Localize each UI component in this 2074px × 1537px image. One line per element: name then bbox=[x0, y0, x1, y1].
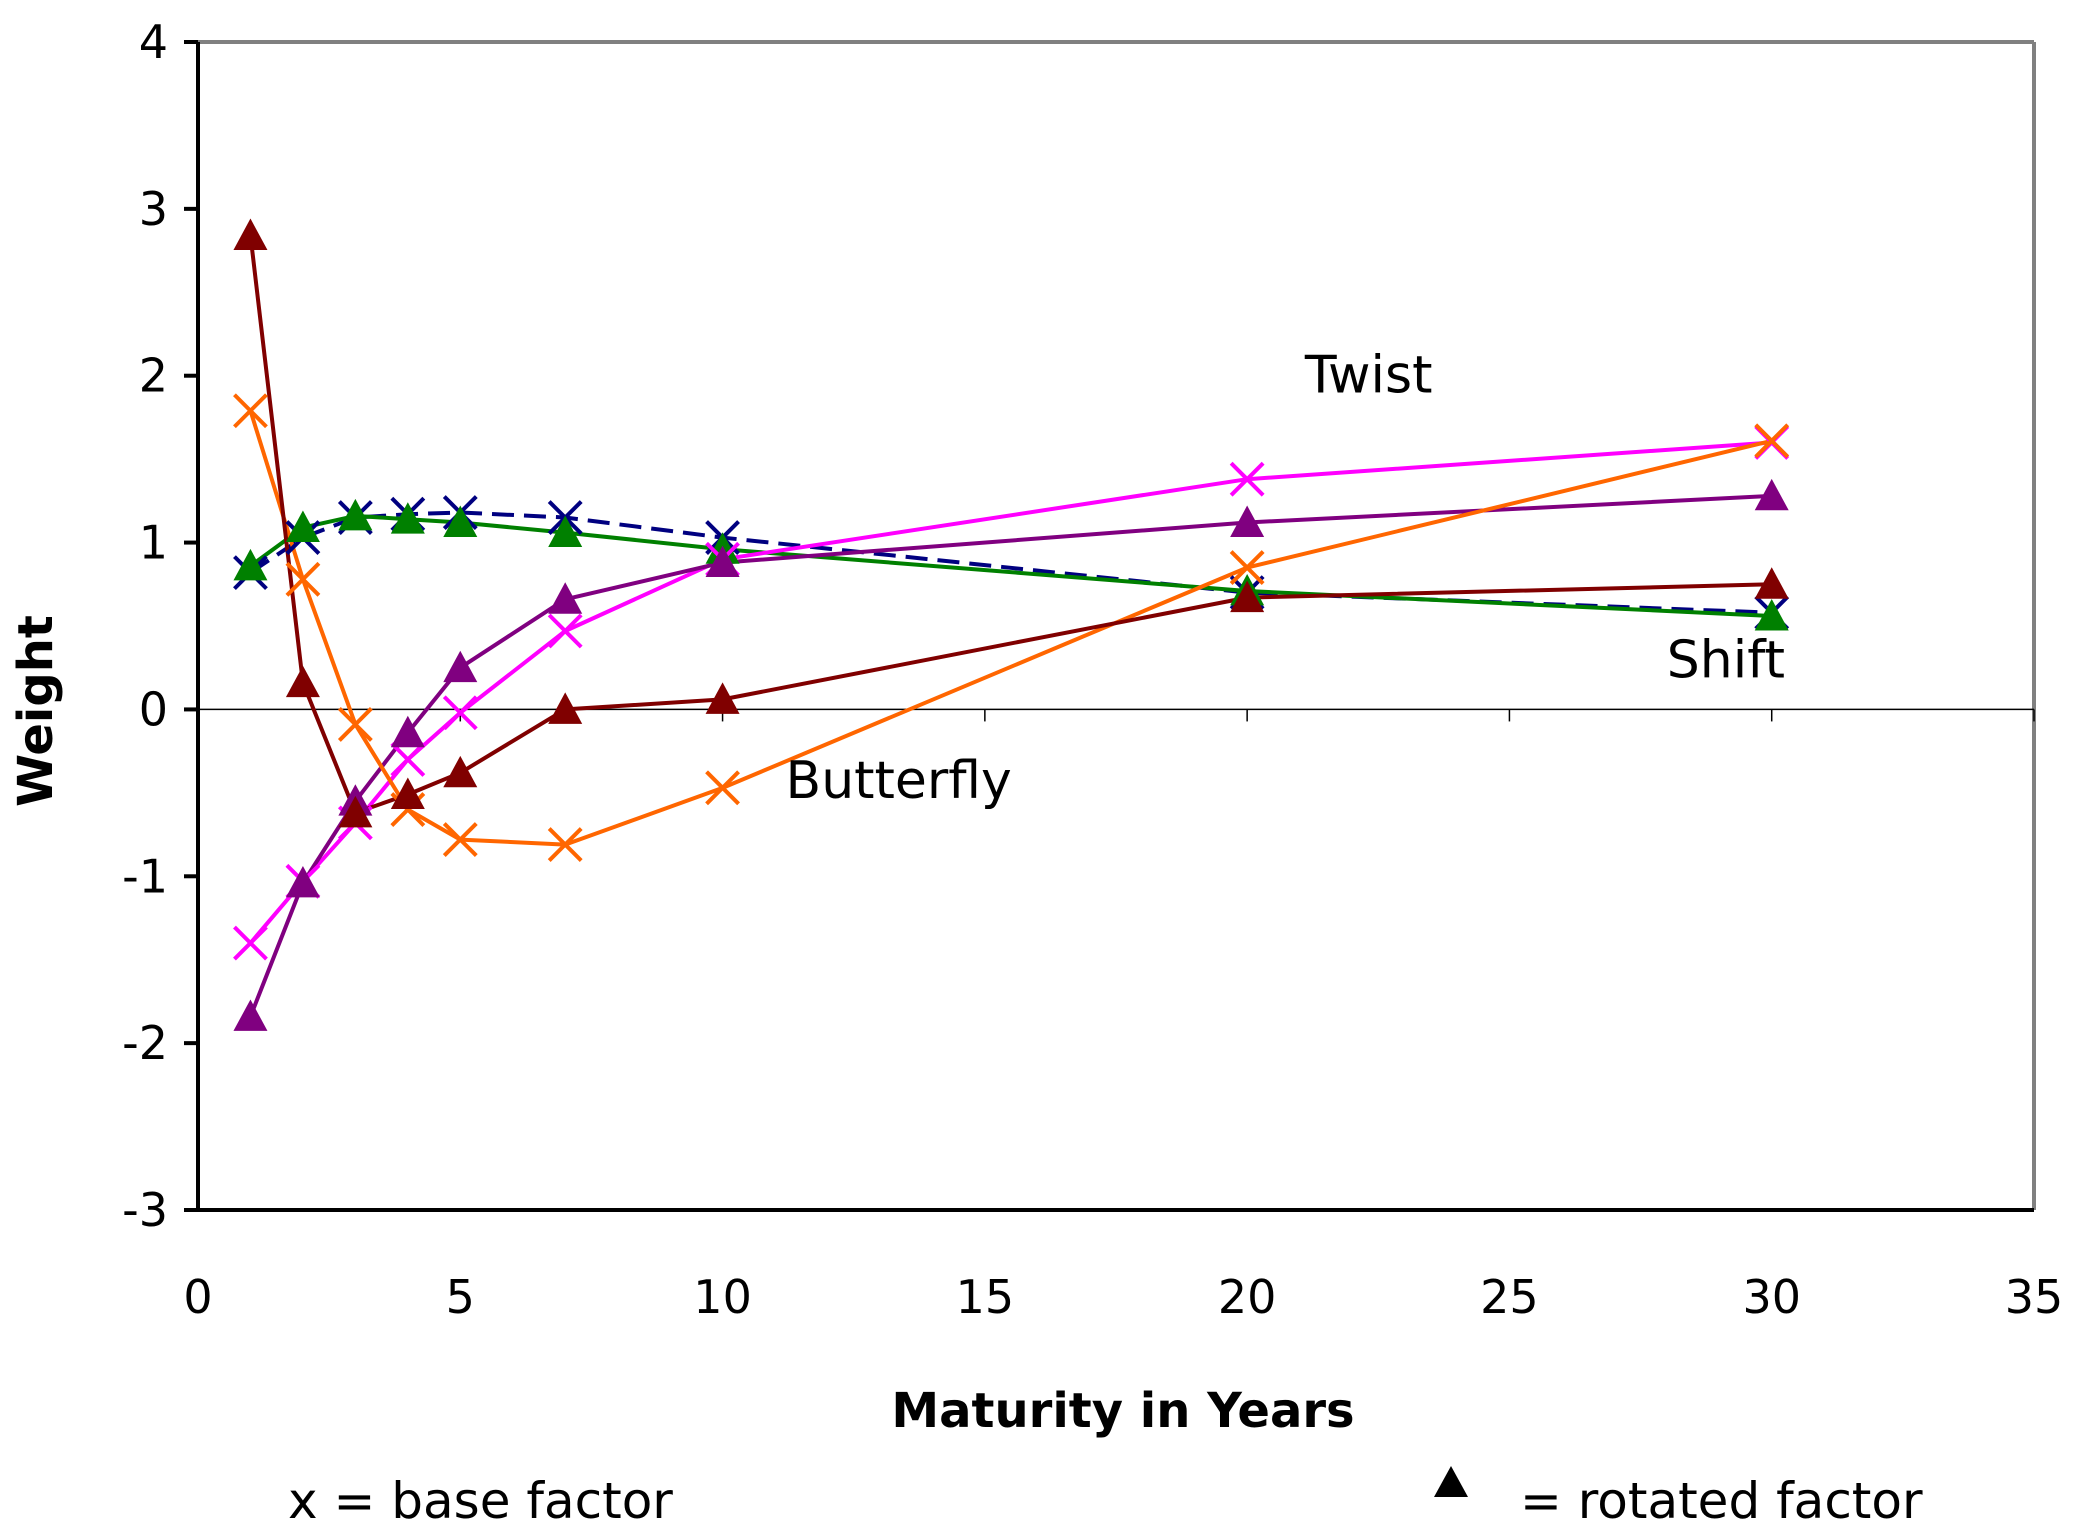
triangle-marker bbox=[548, 582, 583, 614]
triangle-marker bbox=[443, 505, 478, 537]
triangle-marker bbox=[233, 548, 268, 581]
y-tick-label: 4 bbox=[139, 15, 168, 69]
triangle-marker bbox=[705, 545, 740, 578]
y-axis-title: Weight bbox=[8, 615, 64, 807]
x-tick-label: 25 bbox=[1480, 1270, 1539, 1324]
x-marker bbox=[442, 822, 478, 857]
x-tick-label: 15 bbox=[956, 1270, 1015, 1324]
x-tick-label: 10 bbox=[693, 1270, 752, 1324]
triangle-marker bbox=[233, 999, 268, 1031]
triangle-marker bbox=[443, 650, 478, 683]
x-marker bbox=[390, 742, 426, 777]
y-tick-label: 3 bbox=[139, 182, 168, 236]
x-tick-label: 5 bbox=[446, 1270, 475, 1324]
x-tick-label: 30 bbox=[1742, 1270, 1801, 1324]
triangle-marker bbox=[548, 692, 583, 724]
annotation-twist: Twist bbox=[1304, 345, 1433, 405]
x-marker bbox=[1229, 461, 1265, 497]
legend-rotated-factor: = rotated factor bbox=[1520, 1472, 1923, 1530]
x-marker bbox=[233, 393, 268, 429]
x-marker bbox=[1229, 550, 1265, 586]
y-tick-label: 1 bbox=[139, 516, 168, 570]
triangle-marker bbox=[338, 795, 373, 828]
x-marker bbox=[1754, 423, 1790, 459]
y-tick-label: -2 bbox=[122, 1016, 168, 1070]
x-marker bbox=[337, 707, 373, 742]
triangle-marker bbox=[1754, 567, 1789, 599]
triangle-marker bbox=[233, 218, 268, 251]
y-tick-label: -1 bbox=[122, 849, 168, 903]
x-marker bbox=[547, 827, 583, 862]
x-axis-title: Maturity in Years bbox=[891, 1383, 1354, 1439]
triangle-marker bbox=[390, 715, 425, 748]
triangle-marker bbox=[390, 777, 425, 809]
triangle-marker bbox=[285, 865, 320, 898]
y-tick-label: 0 bbox=[139, 682, 168, 736]
legend: x = base factor = rotated factor bbox=[288, 1466, 1923, 1530]
legend-triangle-icon bbox=[1434, 1466, 1468, 1497]
x-tick-label: 20 bbox=[1218, 1270, 1277, 1324]
legend-base-factor: x = base factor bbox=[288, 1472, 673, 1530]
triangle-marker bbox=[705, 682, 740, 714]
y-tick-label: -3 bbox=[122, 1183, 168, 1237]
x-marker bbox=[547, 613, 583, 649]
triangle-marker bbox=[1230, 580, 1265, 613]
annotation-butterfly: Butterfly bbox=[786, 751, 1012, 811]
x-tick-label: 0 bbox=[183, 1270, 212, 1324]
x-marker bbox=[705, 770, 740, 806]
x-marker bbox=[285, 561, 321, 597]
triangle-marker bbox=[548, 515, 583, 548]
x-tick-label: 35 bbox=[2005, 1270, 2064, 1324]
triangle-marker bbox=[443, 755, 478, 788]
annotation-shift: Shift bbox=[1667, 631, 1785, 691]
triangle-marker bbox=[1230, 505, 1265, 537]
triangle-marker bbox=[390, 502, 425, 534]
triangle-marker bbox=[1754, 598, 1789, 631]
triangle-marker bbox=[285, 510, 320, 543]
x-marker bbox=[442, 695, 478, 731]
x-marker bbox=[233, 925, 268, 961]
triangle-marker bbox=[1754, 478, 1789, 511]
triangle-marker bbox=[338, 498, 373, 531]
y-tick-label: 2 bbox=[139, 349, 168, 403]
triangle-marker bbox=[285, 665, 320, 698]
